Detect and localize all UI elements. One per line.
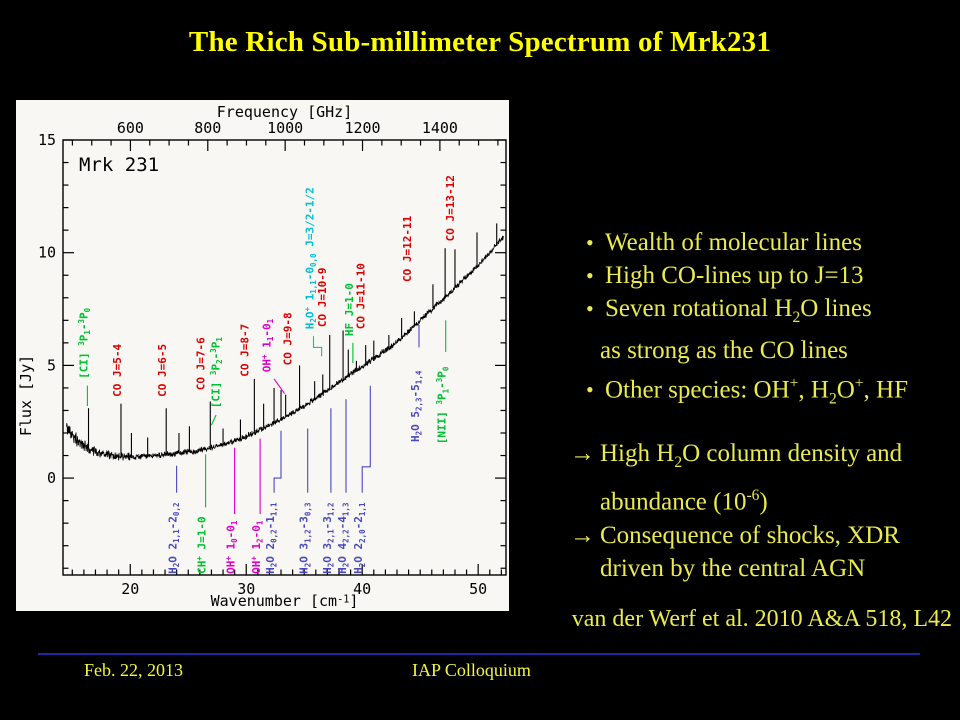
bullet-line: • Seven rotational H2O lines <box>570 292 958 334</box>
bullet-line: driven by the central AGN <box>570 552 958 585</box>
svg-text:1400: 1400 <box>422 119 458 137</box>
bullet-text: High H2O column density and <box>600 440 903 472</box>
svg-text:20: 20 <box>121 580 139 598</box>
bullet-marker: • <box>586 263 594 288</box>
arrow-marker: → <box>570 440 595 468</box>
line-labels: [CI] 3P1-3P0 CO J=5-4 CO J=6-5 CO J=7-6[CI]… <box>77 175 457 574</box>
bullet-line: as strong as the CO lines <box>570 334 958 367</box>
line-label: CO J=11-10 <box>355 263 368 329</box>
svg-text:1200: 1200 <box>344 119 380 137</box>
svg-text:1000: 1000 <box>267 119 303 137</box>
line-label: H2O 52,3-51,4 <box>409 370 424 442</box>
bullet-text: abundance (10-6) <box>600 487 768 516</box>
svg-text:0: 0 <box>47 469 56 487</box>
svg-text:600: 600 <box>117 119 144 137</box>
slide-title: The Rich Sub-millimeter Spectrum of Mrk2… <box>188 26 772 58</box>
line-label: [NII] 3P1-3P0 <box>435 366 450 444</box>
bullet-text: Wealth of molecular lines <box>605 229 862 256</box>
line-label: H2O 31,2-30,3 <box>298 502 313 574</box>
line-label: CH+ J=1-0 <box>195 516 209 574</box>
line-label: H2O 32,1-31,2 <box>321 503 336 574</box>
bullet-line: → Consequence of shocks, XDR <box>570 519 958 552</box>
arrow-marker: → <box>570 521 595 549</box>
line-label: CO J=13-12 <box>444 175 457 241</box>
bullet-marker: • <box>586 230 594 255</box>
line-label: OH+ 12-01 <box>250 520 265 574</box>
bullet-text: High CO-lines up to J=13 <box>605 262 864 289</box>
svg-text:Wavenumber [cm-1]: Wavenumber [cm-1] <box>211 592 359 610</box>
svg-text:40: 40 <box>353 580 371 598</box>
spectrum-svg: 20 30 40 50 600 800 1000 1200 1400 0 5 10 15 Frequenc… <box>17 103 507 610</box>
svg-text:800: 800 <box>194 119 221 137</box>
bullet-text: Other species: OH+, H2O+, HF <box>605 375 909 408</box>
bullet-text: Consequence of shocks, XDR <box>600 521 900 549</box>
line-label: H2O 20,2-11,1 <box>264 502 279 574</box>
bullet-marker: • <box>586 377 594 403</box>
line-label: HF J=1-0 <box>343 283 356 336</box>
axes <box>62 139 507 576</box>
svg-text:15: 15 <box>38 131 56 149</box>
svg-text:Flux [Jy]: Flux [Jy] <box>17 355 35 436</box>
svg-text:Mrk 231: Mrk 231 <box>79 154 159 176</box>
footer-event: IAP Colloquium <box>412 660 531 680</box>
bullet-text: driven by the central AGN <box>600 554 866 582</box>
footer-rule <box>38 653 920 655</box>
line-label: H2O 42,2-41,3 <box>336 502 351 574</box>
bullet-line: • Wealth of molecular lines <box>570 226 958 259</box>
svg-text:Frequency [GHz]: Frequency [GHz] <box>217 103 352 121</box>
spectrum-panel: 20 30 40 50 600 800 1000 1200 1400 0 5 10 15 Frequenc… <box>16 100 509 611</box>
line-label: H2O+ 11,1-00,0 J=3/2-1/2 <box>303 187 318 329</box>
line-label: CO J=7-6 <box>195 337 208 390</box>
bullet-line: → High H2O column density and <box>570 437 958 479</box>
line-label: CO J=10-9 <box>316 267 329 327</box>
bullet-list: • Wealth of molecular lines • High CO-lines… <box>570 226 958 585</box>
svg-text:10: 10 <box>38 244 56 262</box>
bullet-line: • Other species: OH+, H2O+, HF <box>570 367 958 415</box>
line-label: H2O 21,1-20,2 <box>167 503 182 574</box>
bullet-marker: • <box>586 296 594 321</box>
citation: van der Werf et al. 2010 A&A 518, L42 <box>571 606 952 632</box>
spectrum-trace <box>66 223 504 461</box>
line-label: CO J=12-11 <box>401 215 414 282</box>
bullet-text: Seven rotational H2O lines <box>605 295 872 326</box>
line-label: [CI] 3P2-3P1 <box>209 337 224 409</box>
line-label: [CI] 3P1-3P0 <box>77 307 92 379</box>
bullet-line: • High CO-lines up to J=13 <box>570 259 958 292</box>
svg-text:5: 5 <box>47 356 56 374</box>
line-label: CO J=8-7 <box>239 324 252 377</box>
bullet-text: as strong as the CO lines <box>600 337 848 364</box>
line-label: CO J=5-4 <box>111 344 124 397</box>
line-label: OH+ 10-01 <box>224 520 239 574</box>
svg-text:30: 30 <box>237 580 255 598</box>
line-label: CO J=6-5 <box>156 344 169 397</box>
svg-text:50: 50 <box>469 580 487 598</box>
footer-date: Feb. 22, 2013 <box>84 660 183 680</box>
line-label: CO J=9-8 <box>282 312 295 365</box>
line-label: OH+ 11-01 <box>260 318 275 372</box>
line-label: H2O 22,0-21,1 <box>352 502 367 574</box>
bullet-line: abundance (10-6) <box>570 479 958 518</box>
